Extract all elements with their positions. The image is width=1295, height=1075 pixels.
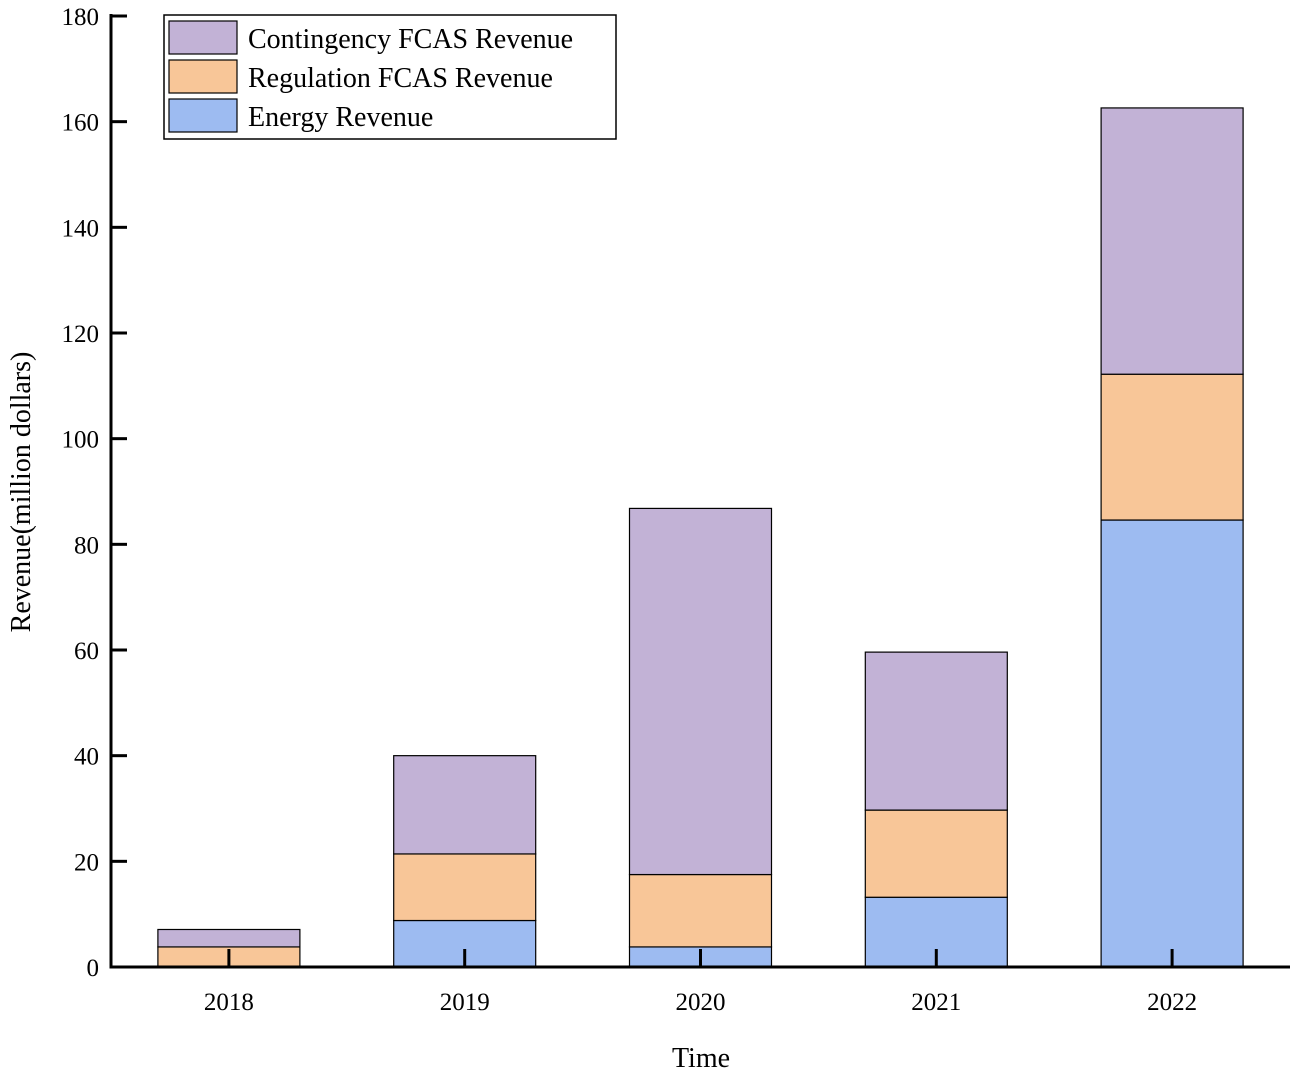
y-tick-label-180: 180 xyxy=(62,4,100,31)
legend: Contingency FCAS Revenue Regulation FCAS … xyxy=(163,14,617,140)
legend-label-regulation-fcas-revenue: Regulation FCAS Revenue xyxy=(248,63,553,94)
y-tick-label-140: 140 xyxy=(62,215,100,242)
y-tick-label-20: 20 xyxy=(74,849,99,876)
legend-box xyxy=(163,14,617,140)
bar-contingency-fcas-revenue-2021 xyxy=(864,651,1008,811)
y-axis-title: Revenue(million dollars) xyxy=(6,352,37,633)
bar-regulation-fcas-revenue-2022 xyxy=(1100,373,1244,521)
x-tick-label-2021: 2021 xyxy=(911,989,961,1016)
bar-regulation-fcas-revenue-2021 xyxy=(864,809,1008,898)
y-tick-label-120: 120 xyxy=(62,321,100,348)
legend-swatch-regulation-fcas-revenue xyxy=(168,59,238,94)
legend-swatch-contingency-fcas-revenue xyxy=(168,20,238,55)
bar-contingency-fcas-revenue-2020 xyxy=(628,507,773,876)
bar-contingency-fcas-revenue-2022 xyxy=(1100,107,1244,375)
axes-group: 0 20 40 60 80 100 120 140 160 180 2018 2019 2020 2021… xyxy=(62,4,1290,1016)
x-tick-label-2022: 2022 xyxy=(1147,989,1197,1016)
y-tick-label-100: 100 xyxy=(62,427,100,454)
y-tick-label-80: 80 xyxy=(74,532,99,559)
y-tick-label-0: 0 xyxy=(87,955,100,982)
legend-label-contingency-fcas-revenue: Contingency FCAS Revenue xyxy=(248,24,573,55)
bars-group xyxy=(157,107,1244,968)
y-tick-label-40: 40 xyxy=(74,744,99,771)
x-tick-label-2019: 2019 xyxy=(440,989,490,1016)
legend-swatch-energy-revenue xyxy=(168,98,238,133)
bar-contingency-fcas-revenue-2018 xyxy=(157,928,301,948)
x-tick-label-2020: 2020 xyxy=(676,989,726,1016)
y-tick-label-160: 160 xyxy=(62,110,100,137)
bar-energy-revenue-2022 xyxy=(1100,519,1244,968)
y-tick-label-60: 60 xyxy=(74,638,99,665)
legend-label-energy-revenue: Energy Revenue xyxy=(248,102,433,133)
x-axis-title: Time xyxy=(672,1043,730,1074)
x-tick-label-2018: 2018 xyxy=(204,989,254,1016)
bar-contingency-fcas-revenue-2019 xyxy=(393,755,537,855)
bar-regulation-fcas-revenue-2019 xyxy=(393,853,537,922)
bar-regulation-fcas-revenue-2020 xyxy=(628,873,773,948)
